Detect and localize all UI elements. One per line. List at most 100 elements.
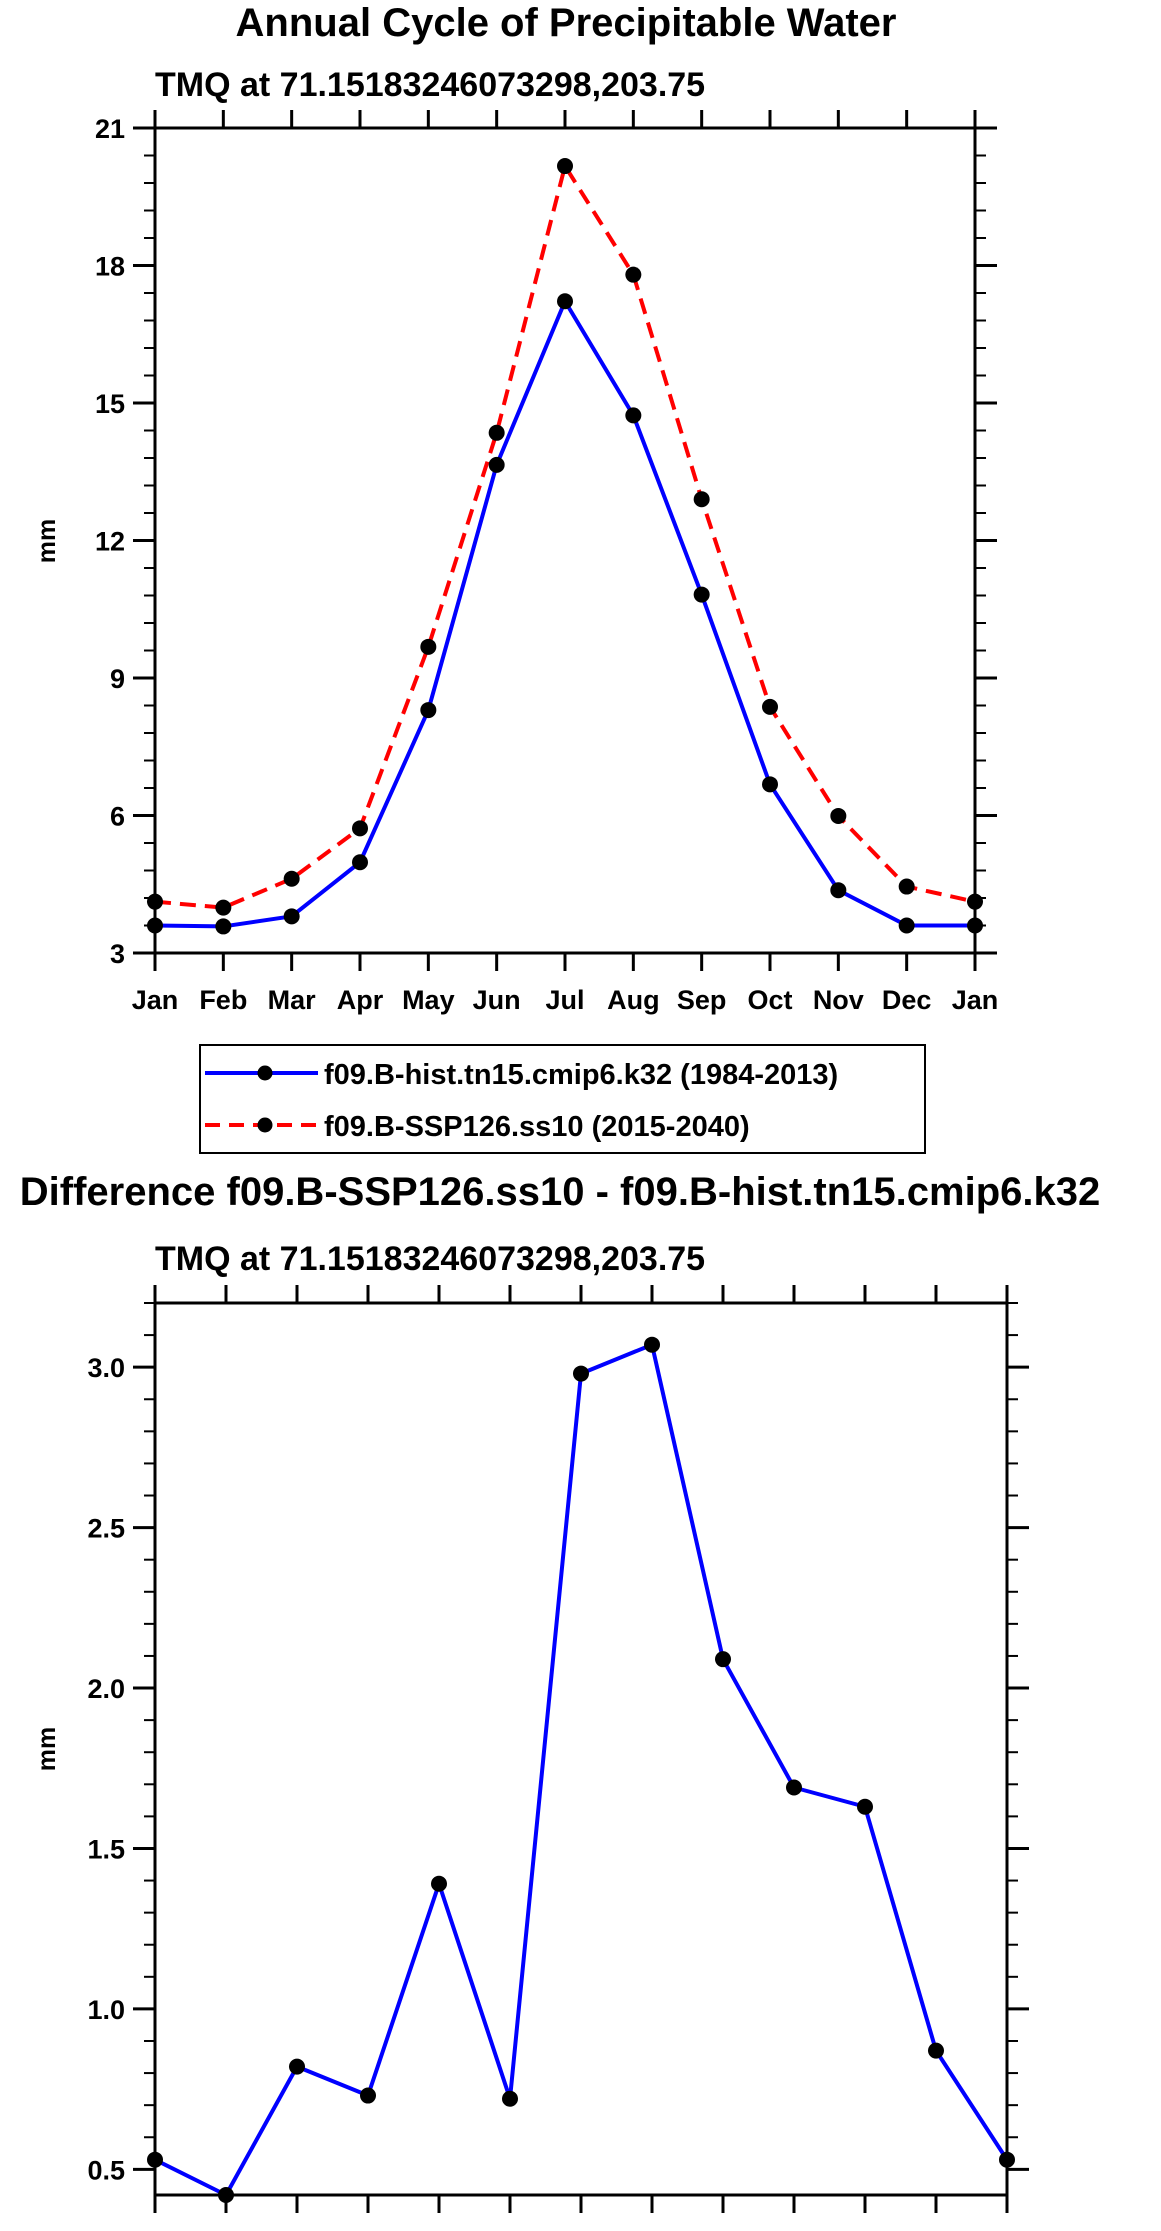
bottom-x-tick-label: Oct xyxy=(771,2227,816,2231)
bottom-x-tick-label: Jan xyxy=(132,2227,179,2231)
top-data-point xyxy=(215,899,232,916)
bottom-x-tick-label: Feb xyxy=(202,2227,250,2231)
top-data-point xyxy=(830,807,847,824)
bottom-x-tick-label: Dec xyxy=(911,2227,961,2231)
top-x-tick-label: Feb xyxy=(199,985,247,1015)
bottom-y-tick-label: 3.0 xyxy=(87,1353,125,1383)
bottom-data-point xyxy=(360,2087,376,2104)
top-data-point xyxy=(625,407,642,424)
bottom-x-tick-label: Aug xyxy=(626,2227,678,2231)
top-x-tick-label: Jul xyxy=(545,985,584,1015)
top-data-point xyxy=(420,702,437,719)
top-y-tick-label: 18 xyxy=(95,252,125,282)
bottom-data-point xyxy=(147,2151,163,2168)
bottom-data-point xyxy=(857,1798,873,1815)
bottom-data-point xyxy=(786,1779,802,1796)
legend-box xyxy=(199,1044,926,1154)
bottom-y-tick-label: 2.5 xyxy=(87,1514,125,1544)
top-x-tick-label: Aug xyxy=(607,985,659,1015)
top-data-point xyxy=(147,893,163,910)
bottom-x-tick-label: Sep xyxy=(698,2227,748,2231)
bottom-data-point xyxy=(431,1875,447,1892)
bottom-data-point xyxy=(928,2042,944,2059)
top-data-point xyxy=(557,158,573,175)
top-chart-y-tick-labels: 3 6 9 12 15 18 21 xyxy=(95,114,125,969)
top-chart-y-axis-label: mm xyxy=(33,519,61,563)
legend-hist-label: f09.B-hist.tn15.cmip6.k32 (1984-2013) xyxy=(324,1059,838,1091)
top-data-point xyxy=(693,491,710,508)
bottom-chart-subtitle: TMQ at 71.15183246073298,203.75 xyxy=(155,1240,705,1278)
top-x-tick-label: Nov xyxy=(813,985,864,1015)
bottom-y-tick-label: 1.5 xyxy=(87,1834,125,1864)
main-title: Annual Cycle of Precipitable Water xyxy=(236,1,897,45)
top-data-point xyxy=(420,638,437,655)
bottom-y-tick-label: 0.5 xyxy=(87,2155,125,2185)
top-data-point xyxy=(625,266,642,283)
bottom-x-tick-label: Jun xyxy=(486,2227,534,2231)
bottom-data-point xyxy=(999,2151,1015,2168)
top-y-tick-label: 15 xyxy=(95,389,125,419)
top-x-tick-label: Mar xyxy=(268,985,317,1015)
bottom-chart-ticks xyxy=(133,1285,1029,2213)
top-y-tick-label: 9 xyxy=(110,664,125,694)
top-x-tick-label: May xyxy=(402,985,455,1015)
bottom-x-tick-label: May xyxy=(413,2227,466,2231)
legend-ssp-label: f09.B-SSP126.ss10 (2015-2040) xyxy=(324,1111,750,1143)
top-data-point xyxy=(898,878,915,895)
legend-hist-marker xyxy=(257,1065,273,1081)
top-x-tick-label: Jun xyxy=(473,985,521,1015)
bottom-x-tick-label: Nov xyxy=(839,2227,890,2231)
top-data-point xyxy=(898,917,915,934)
legend: f09.B-hist.tn15.cmip6.k32 (1984-2013) f0… xyxy=(199,1044,926,1154)
top-series-line-2 xyxy=(154,164,976,910)
top-data-point xyxy=(352,820,368,837)
top-data-point xyxy=(693,586,710,603)
bottom-chart-series xyxy=(147,1336,1015,2203)
top-data-point xyxy=(488,424,505,441)
bottom-x-tick-label: Apr xyxy=(345,2227,392,2231)
top-x-tick-label: Oct xyxy=(747,985,792,1015)
top-data-point xyxy=(557,293,573,310)
top-data-point xyxy=(215,918,232,935)
legend-ssp-marker xyxy=(257,1117,273,1133)
top-data-point xyxy=(762,776,778,793)
top-data-point xyxy=(283,870,300,887)
top-chart-frame xyxy=(153,126,977,955)
bottom-data-point xyxy=(502,2090,518,2107)
top-x-tick-label: Jan xyxy=(132,985,179,1015)
top-chart-ticks xyxy=(133,110,997,971)
top-x-tick-label: Dec xyxy=(882,985,932,1015)
bottom-data-point xyxy=(715,1651,731,1668)
bottom-x-tick-label: Jan xyxy=(984,2227,1031,2231)
bottom-data-point xyxy=(289,2058,305,2075)
top-data-point xyxy=(967,917,983,934)
top-x-tick-label: Sep xyxy=(677,985,727,1015)
bottom-y-tick-label: 2.0 xyxy=(87,1674,125,1704)
top-chart-series xyxy=(147,158,983,935)
bottom-chart-x-tick-labels: Jan Feb Mar Apr May Jun Jul Aug Sep Oct Nov Dec Jan xyxy=(132,2227,1031,2231)
top-data-point xyxy=(488,456,505,473)
bottom-x-tick-label: Mar xyxy=(273,2227,322,2231)
bottom-series-line-1 xyxy=(154,1342,1009,2197)
bottom-chart-frame xyxy=(153,1301,1009,2197)
top-chart-x-tick-labels: Jan Feb Mar Apr May Jun Jul Aug Sep Oct Nov Dec Jan xyxy=(132,985,999,1015)
top-y-tick-label: 21 xyxy=(95,114,125,144)
top-y-tick-label: 3 xyxy=(110,939,125,969)
bottom-chart-y-tick-labels: 0.5 1.0 1.5 2.0 2.5 3.0 xyxy=(87,1353,125,2185)
top-data-point xyxy=(967,893,983,910)
bottom-x-tick-label: Jul xyxy=(561,2227,600,2231)
top-data-point xyxy=(762,698,778,715)
top-data-point xyxy=(283,908,300,925)
bottom-data-point xyxy=(644,1336,660,1353)
top-data-point xyxy=(352,854,368,871)
top-data-point xyxy=(830,882,847,899)
bottom-data-point xyxy=(218,2187,234,2203)
bottom-data-point xyxy=(573,1365,589,1382)
top-data-point xyxy=(147,917,163,934)
bottom-y-tick-label: 1.0 xyxy=(87,1995,125,2025)
top-y-tick-label: 12 xyxy=(95,527,125,557)
bottom-chart-y-axis-label: mm xyxy=(33,1727,61,1771)
top-chart-subtitle: TMQ at 71.15183246073298,203.75 xyxy=(155,66,705,104)
top-y-tick-label: 6 xyxy=(110,802,125,832)
diff-title: Difference f09.B-SSP126.ss10 - f09.B-his… xyxy=(20,1170,1100,1214)
